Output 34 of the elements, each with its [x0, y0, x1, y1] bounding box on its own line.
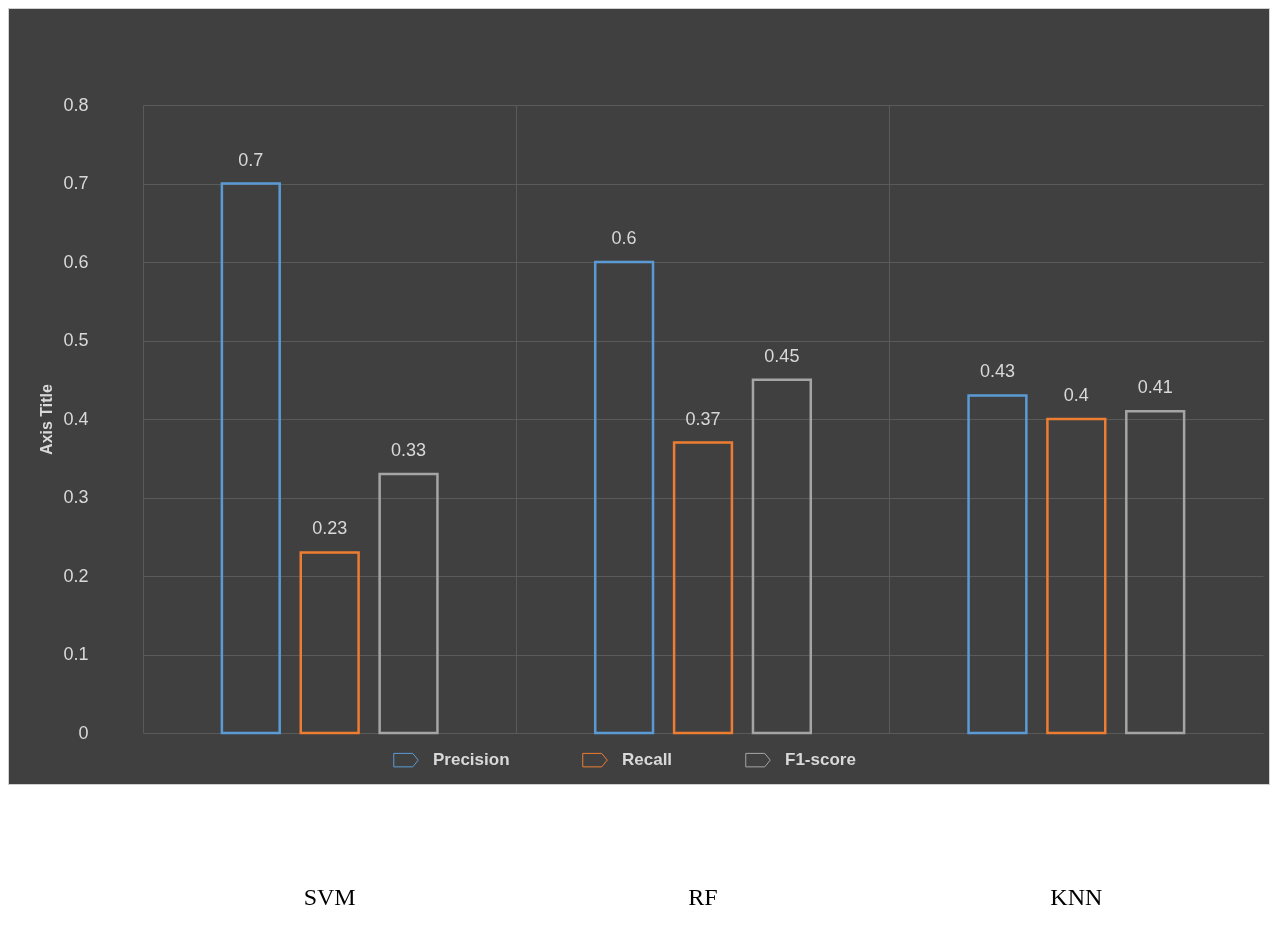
legend-label: Recall [622, 750, 673, 770]
data-label: 0.43 [979, 361, 1015, 382]
y-axis-title: Axis Title [38, 383, 56, 455]
bar [967, 394, 1028, 735]
bar [1125, 409, 1186, 735]
data-label: 0.41 [1137, 377, 1173, 398]
y-tick-label: 0.7 [63, 173, 89, 193]
data-label: 0.37 [685, 408, 721, 429]
data-label: 0.45 [764, 345, 800, 366]
bar [593, 260, 655, 735]
y-tick-label: 0.2 [63, 565, 89, 586]
data-label: 0.7 [238, 149, 264, 170]
x-tick-label: SVM [303, 883, 356, 910]
bar [751, 378, 813, 735]
y-tick-label: 0.6 [63, 251, 89, 272]
legend-label: Precision [433, 750, 510, 770]
bar [1046, 417, 1107, 735]
x-tick-label: RF [688, 883, 718, 910]
data-label: 0.6 [611, 228, 637, 248]
y-tick-label: 0 [78, 722, 89, 743]
legend-label: F1-score [785, 750, 856, 770]
bar [378, 472, 439, 735]
bar [220, 182, 281, 735]
y-tick-label: 0.1 [63, 644, 89, 664]
bar [299, 551, 360, 735]
y-tick-label: 0.8 [63, 94, 89, 115]
y-tick-label: 0.3 [63, 487, 89, 507]
bar [672, 441, 734, 735]
data-label: 0.4 [1063, 385, 1089, 405]
y-tick-label: 0.5 [63, 330, 89, 350]
data-label: 0.33 [391, 439, 427, 460]
y-tick-label: 0.4 [63, 408, 89, 429]
x-tick-label: KNN [1050, 883, 1103, 910]
data-label: 0.23 [312, 518, 348, 539]
